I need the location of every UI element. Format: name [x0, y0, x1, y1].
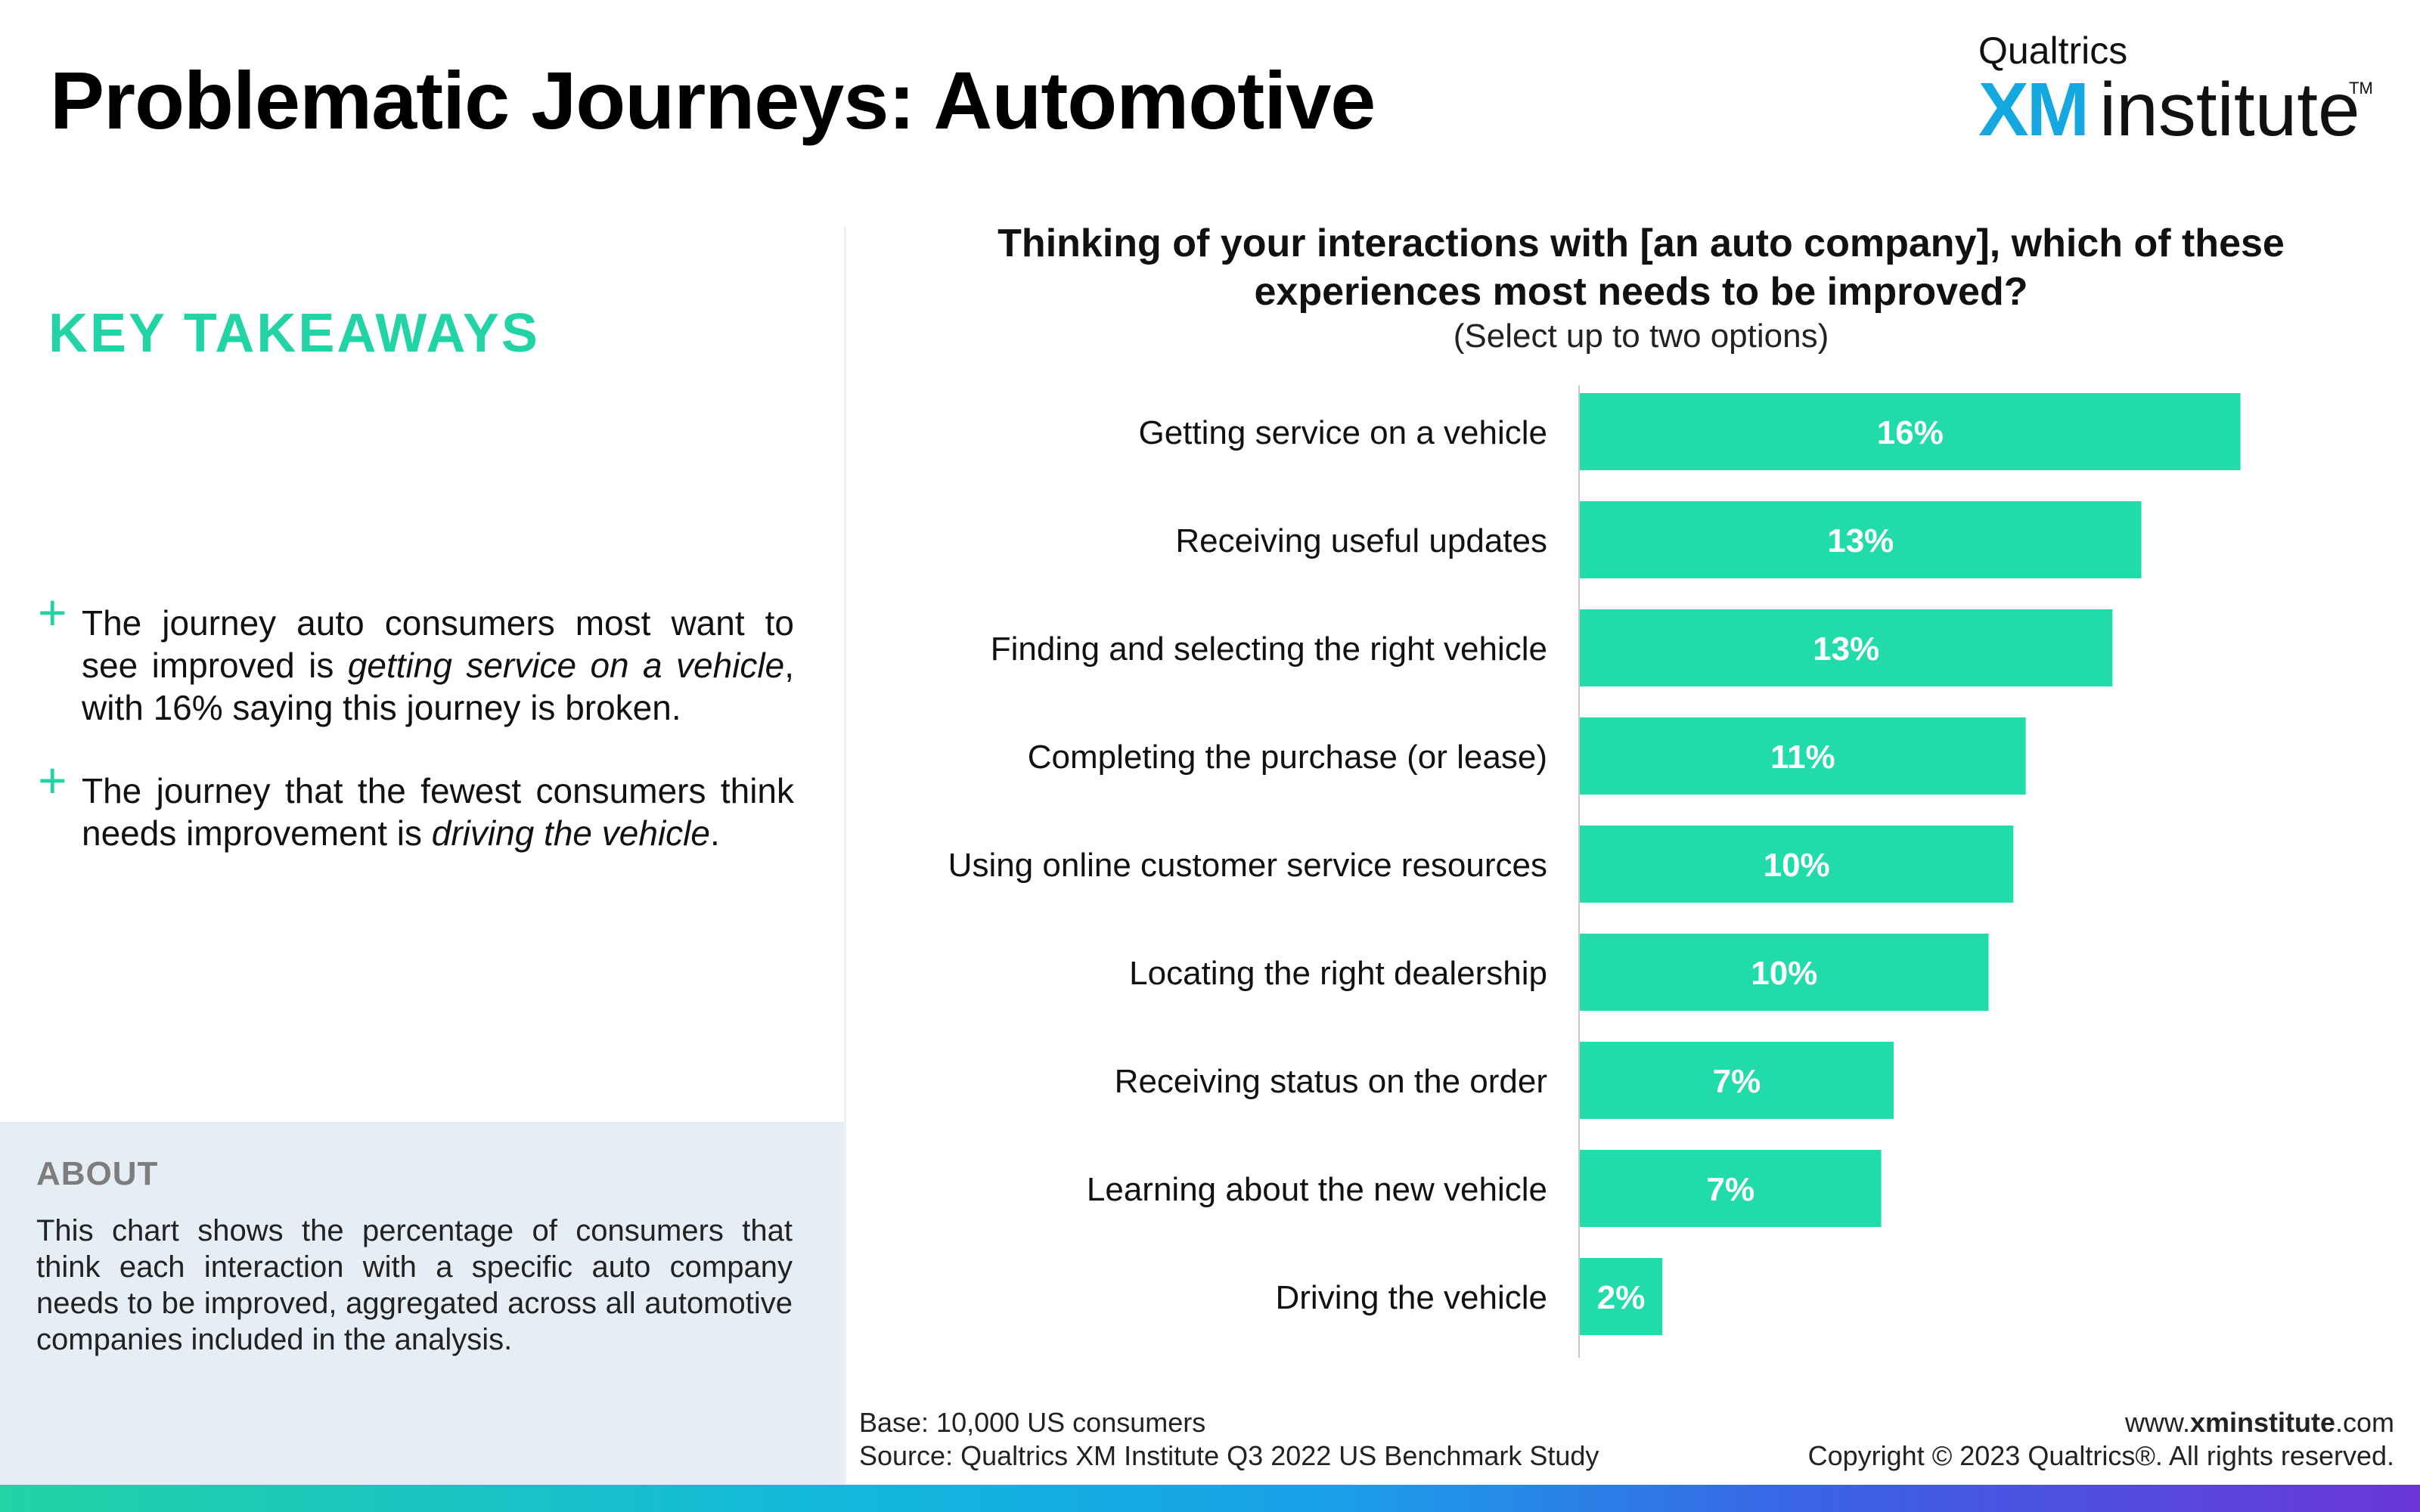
category-label: Driving the vehicle — [1276, 1279, 1548, 1316]
logo-brand: Qualtrics — [1978, 29, 2128, 72]
footer-source: Base: 10,000 US consumers Source: Qualtr… — [859, 1406, 1599, 1473]
footer-copyright: www.xminstitute.com Copyright © 2023 Qua… — [1808, 1406, 2394, 1473]
key-takeaways-heading: KEY TAKEAWAYS — [48, 303, 540, 364]
bar-value-label: 11% — [1770, 739, 1835, 776]
bar-value-label: 10% — [1764, 847, 1830, 884]
category-label: Receiving useful updates — [1175, 522, 1547, 559]
about-panel: ABOUT This chart shows the percentage of… — [0, 1122, 844, 1485]
xm-institute-logo: Qualtrics XM institute TM — [1978, 29, 2373, 152]
bar-value-label: 16% — [1877, 414, 1944, 451]
category-label: Receiving status on the order — [1115, 1063, 1547, 1100]
bar-value-label: 7% — [1706, 1171, 1754, 1208]
chart-subtitle: (Select up to two options) — [1453, 318, 1829, 355]
bar — [1580, 1042, 1894, 1119]
bar — [1580, 1150, 1882, 1227]
bar — [1580, 393, 2241, 470]
bar — [1580, 717, 2026, 795]
bar — [1580, 1258, 1663, 1335]
plus-icon: + — [38, 752, 67, 808]
category-label: Learning about the new vehicle — [1087, 1171, 1547, 1208]
category-label: Getting service on a vehicle — [1138, 414, 1547, 451]
logo-institute: institute — [2099, 67, 2360, 152]
bar — [1580, 826, 2014, 903]
about-text: This chart shows the percentage of consu… — [36, 1214, 793, 1356]
bar-value-label: 10% — [1751, 955, 1817, 992]
bar-value-label: 13% — [1827, 522, 1894, 559]
bar-value-label: 7% — [1713, 1063, 1761, 1100]
copyright-text: Copyright © 2023 Qualtrics®. All rights … — [1807, 1440, 2394, 1471]
category-label: Finding and selecting the right vehicle — [991, 631, 1547, 668]
logo-xm: XM — [1978, 67, 2090, 152]
website-link[interactable]: www.xminstitute.com — [2124, 1407, 2394, 1438]
source-note: Source: Qualtrics XM Institute Q3 2022 U… — [859, 1440, 1599, 1471]
page-title: Problematic Journeys: Automotive — [50, 54, 1376, 146]
panel-divider — [844, 227, 846, 1485]
bar — [1580, 609, 2113, 686]
plus-icon: + — [38, 584, 67, 640]
about-title: ABOUT — [36, 1155, 159, 1192]
gradient-footer-bar — [0, 1485, 2420, 1512]
chart-title: Thinking of your interactions with [an a… — [997, 222, 2285, 314]
bar-value-label: 13% — [1813, 631, 1879, 668]
takeaway-text: The journey auto consumers most want to … — [82, 603, 794, 727]
takeaway-text: The journey that the fewest consumers th… — [82, 771, 794, 853]
takeaway-item: + The journey that the fewest consumers … — [38, 755, 794, 854]
bar-value-label: 2% — [1597, 1279, 1646, 1316]
takeaway-item: + The journey auto consumers most want t… — [38, 587, 794, 729]
category-label: Using online customer service resources — [948, 847, 1547, 884]
logo-trademark: TM — [2349, 79, 2373, 98]
category-label: Locating the right dealership — [1129, 955, 1547, 992]
category-label: Completing the purchase (or lease) — [1028, 739, 1547, 776]
bar — [1580, 934, 1989, 1011]
bar — [1580, 501, 2142, 578]
base-note: Base: 10,000 US consumers — [859, 1407, 1206, 1438]
